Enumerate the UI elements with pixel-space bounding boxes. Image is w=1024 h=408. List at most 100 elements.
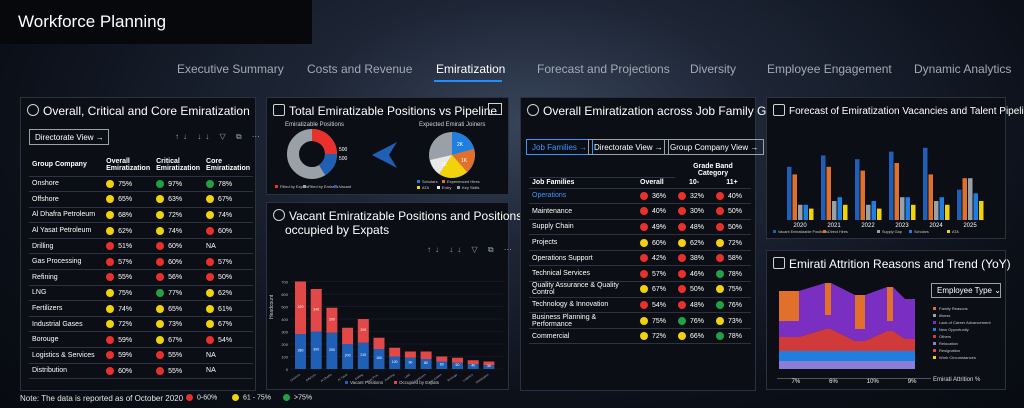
bar-supply-gap[interactable] <box>934 201 939 220</box>
bar-expats[interactable] <box>467 360 479 364</box>
bar-expats[interactable] <box>404 351 416 358</box>
directorate-view-button[interactable]: Directorate View → <box>588 139 669 155</box>
status-dot <box>156 242 165 251</box>
visual-toolbar[interactable]: ↑↓ ↓↓ ▽ ⧉ ⋯ <box>175 132 264 141</box>
tab-emiratization[interactable]: Emiratization <box>436 62 506 76</box>
table-row[interactable]: Technology & Innovation 54% 48% 76% <box>529 297 751 314</box>
bar-expats[interactable] <box>436 356 448 362</box>
table-row[interactable]: Projects 60% 62% 72% <box>529 234 751 251</box>
bar-vacant[interactable] <box>357 342 369 369</box>
bar-vacant-emiratizable-positions[interactable] <box>821 155 826 220</box>
bar-direct-hires[interactable] <box>928 174 934 220</box>
bar-vacant[interactable] <box>467 364 479 369</box>
bar-direct-hires[interactable] <box>894 163 900 220</box>
bar-vacant[interactable] <box>452 362 463 369</box>
bar-vacant[interactable] <box>342 344 354 369</box>
bar-vacant[interactable] <box>373 349 385 369</box>
bar-expats[interactable] <box>326 307 338 333</box>
bar-scholars[interactable] <box>939 197 945 220</box>
table-row[interactable]: Operations 36% 32% 40% <box>529 188 751 205</box>
bar-scholars[interactable] <box>803 204 809 220</box>
legend-swatch <box>933 328 936 331</box>
bar-vacant[interactable] <box>420 359 432 369</box>
bar-supply-gap[interactable] <box>832 201 837 220</box>
job-family-name: Commercial <box>529 328 637 345</box>
table-row[interactable]: Quality Assurance & Quality Control 67% 50… <box>529 281 751 298</box>
bar-vacant[interactable] <box>389 356 401 370</box>
table-row[interactable]: Distribution 60% 55% NA <box>29 363 253 380</box>
bar-ata[interactable] <box>911 204 916 220</box>
bar-vacant[interactable] <box>295 334 306 369</box>
bar-vacant-emiratizable-positions[interactable] <box>923 147 928 220</box>
table-row[interactable]: Gas Processing 57% 60% 57% <box>29 253 253 271</box>
bar-vacant-emiratizable-positions[interactable] <box>855 159 860 220</box>
table-row[interactable]: Maintenance 40% 30% 50% <box>529 203 751 220</box>
table-row[interactable]: Al Yasat Petroleum 62% 74% 60% <box>29 222 253 239</box>
bar-vacant[interactable] <box>404 357 416 369</box>
bar-supply-gap[interactable] <box>866 204 871 220</box>
bar-ata[interactable] <box>843 204 848 220</box>
bar-expats[interactable] <box>357 319 369 343</box>
bar-scholars[interactable] <box>973 193 979 220</box>
bar-direct-hires[interactable] <box>792 174 798 220</box>
bar-ata[interactable] <box>877 208 882 220</box>
bar-ata[interactable] <box>979 201 984 220</box>
table-row[interactable]: Refining 55% 56% 50% <box>29 269 253 286</box>
tab-costs-revenue[interactable]: Costs and Revenue <box>307 62 413 76</box>
bar-vacant-emiratizable-positions[interactable] <box>957 189 962 220</box>
bar-expats[interactable] <box>373 337 385 349</box>
bar-supply-gap[interactable] <box>900 197 905 220</box>
bar-direct-hires[interactable] <box>860 170 866 220</box>
tab-employee-engagement[interactable]: Employee Engagement <box>767 62 892 76</box>
job-families-button[interactable]: Job Families → <box>526 139 594 155</box>
employee-type-dropdown[interactable]: Employee Type ⌄ <box>931 283 1001 298</box>
table-row[interactable]: Commercial 72% 66% 78% <box>529 328 751 345</box>
bar-vacant-emiratizable-positions[interactable] <box>889 151 894 220</box>
table-row[interactable]: Industrial Gases 72% 73% 67% <box>29 316 253 333</box>
tab-executive-summary[interactable]: Executive Summary <box>177 62 284 76</box>
bar-supply-gap[interactable] <box>968 178 973 220</box>
bar-vacant[interactable] <box>436 361 448 370</box>
table-row[interactable]: Fertilizers 74% 65% 61% <box>29 300 253 317</box>
bar-vacant-emiratizable-positions[interactable] <box>787 166 792 220</box>
bar-ata[interactable] <box>809 208 814 220</box>
table-row[interactable]: Operations Support 42% 38% 58% <box>529 250 751 267</box>
bar-expats[interactable] <box>420 351 432 360</box>
bar-direct-hires[interactable] <box>826 166 832 220</box>
bar-expats[interactable] <box>483 361 495 366</box>
table-row[interactable]: Drilling 51% 60% NA <box>29 238 253 255</box>
table-row[interactable]: Al Dhafra Petroleum 68% 72% 74% <box>29 207 253 224</box>
legend-swatch <box>437 186 440 189</box>
bar-expats[interactable] <box>295 281 306 335</box>
bar-scholars[interactable] <box>905 197 911 220</box>
bar-ata[interactable] <box>945 204 950 220</box>
table-row[interactable]: Supply Chain 49% 48% 50% <box>529 219 751 236</box>
bar-scholars[interactable] <box>837 197 843 220</box>
table-row[interactable]: Technical Services 57% 46% 78% <box>529 265 751 283</box>
bar-vacant[interactable] <box>310 331 322 370</box>
legend-swatch <box>933 342 936 345</box>
table-row[interactable]: Logistics & Services 59% 55% NA <box>29 347 253 364</box>
table-row[interactable]: Business Planning & Performance 75% 76% 73% <box>529 312 751 329</box>
bar-expats[interactable] <box>310 289 322 332</box>
table-row[interactable]: Offshore 65% 63% 67% <box>29 191 253 208</box>
bar-expats[interactable] <box>452 357 463 363</box>
tab-dynamic-analytics[interactable]: Dynamic Analytics <box>914 62 1012 76</box>
bar-scholars[interactable] <box>871 201 877 220</box>
tab-diversity[interactable]: Diversity <box>690 62 737 76</box>
legend-swatch <box>909 230 912 233</box>
directorate-view-button[interactable]: Directorate View → <box>29 129 109 145</box>
bar-supply-gap[interactable] <box>798 204 803 220</box>
group-company-view-button[interactable]: Group Company View → <box>664 139 765 155</box>
bar-direct-hires[interactable] <box>962 178 968 220</box>
bar-vacant[interactable] <box>326 332 338 369</box>
bar-label: 200 <box>345 354 351 358</box>
bar-expats[interactable] <box>389 347 401 357</box>
table-row[interactable]: LNG 75% 77% 62% <box>29 285 253 302</box>
bar-expats[interactable] <box>342 327 354 344</box>
bar-vacant[interactable] <box>483 365 495 369</box>
visual-toolbar[interactable]: ↑↓ ↓↓ ▽ ⧉ ⋯ <box>427 245 516 254</box>
table-row[interactable]: Onshore 75% 97% 78% <box>29 176 253 193</box>
table-row[interactable]: Borouge 59% 67% 54% <box>29 331 253 349</box>
tab-forecast[interactable]: Forecast and Projections <box>537 62 670 76</box>
